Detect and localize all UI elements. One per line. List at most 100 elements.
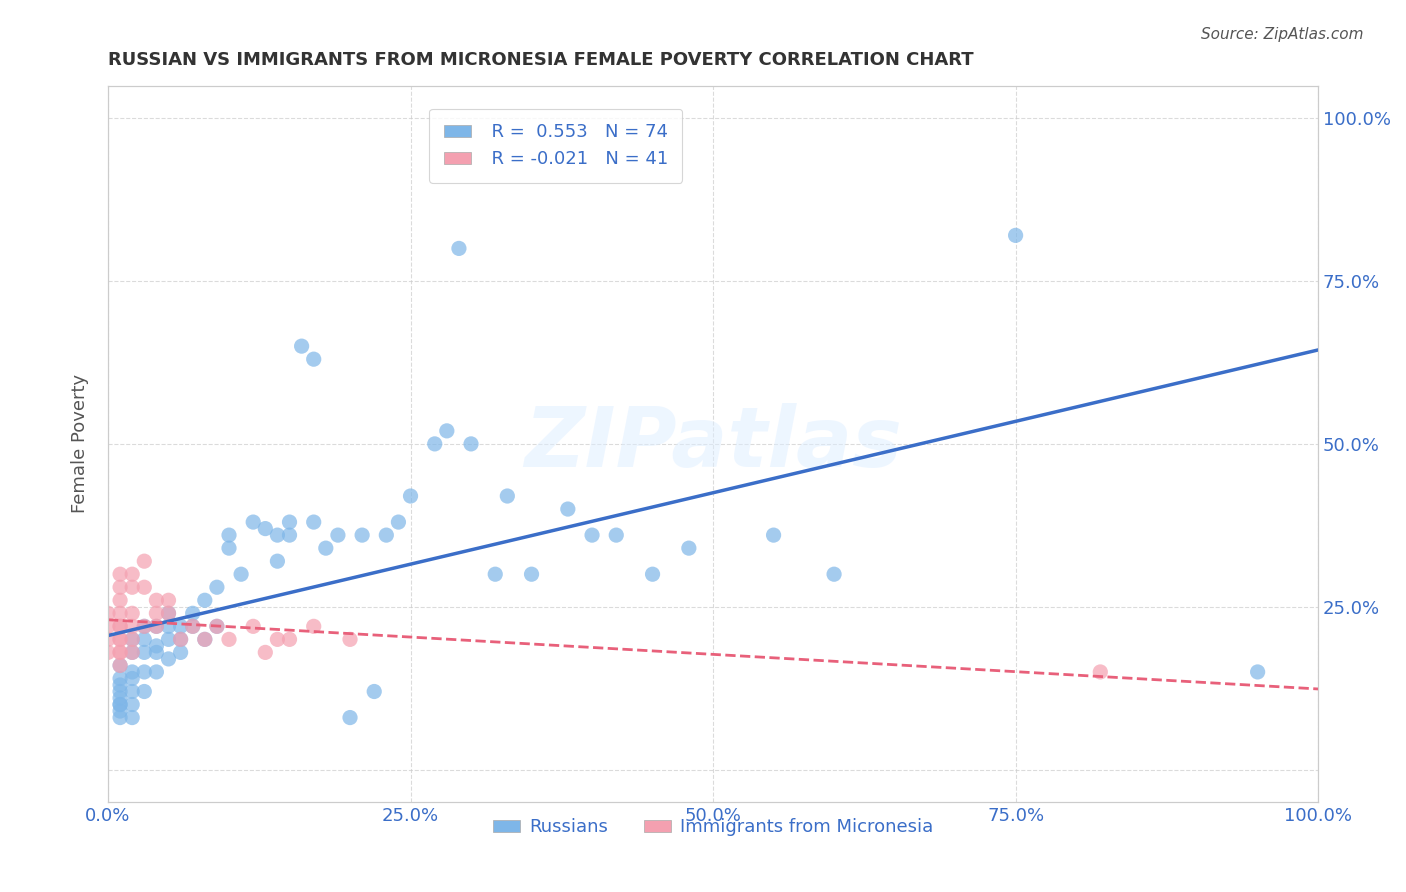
Russians (302, 352, 325, 367)
Russians (315, 541, 337, 556)
Russians (145, 639, 167, 653)
Russians (266, 528, 288, 542)
Russians (218, 528, 240, 542)
Immigrants from Micronesia (108, 658, 131, 673)
Russians (436, 424, 458, 438)
Immigrants from Micronesia (134, 554, 156, 568)
Immigrants from Micronesia (205, 619, 228, 633)
Russians (326, 528, 349, 542)
Russians (581, 528, 603, 542)
Russians (605, 528, 627, 542)
Immigrants from Micronesia (108, 632, 131, 647)
Russians (254, 522, 277, 536)
Russians (145, 645, 167, 659)
Russians (352, 528, 374, 542)
Immigrants from Micronesia (169, 632, 191, 647)
Russians (121, 672, 143, 686)
Immigrants from Micronesia (121, 607, 143, 621)
Immigrants from Micronesia (121, 645, 143, 659)
Russians (145, 619, 167, 633)
Legend: Russians, Immigrants from Micronesia: Russians, Immigrants from Micronesia (485, 811, 941, 844)
Russians (121, 710, 143, 724)
Immigrants from Micronesia (121, 580, 143, 594)
Immigrants from Micronesia (181, 619, 204, 633)
Russians (291, 339, 314, 353)
Immigrants from Micronesia (108, 619, 131, 633)
Immigrants from Micronesia (339, 632, 361, 647)
Russians (205, 619, 228, 633)
Russians (496, 489, 519, 503)
Russians (108, 698, 131, 712)
Russians (181, 607, 204, 621)
Russians (447, 241, 470, 255)
Immigrants from Micronesia (278, 632, 301, 647)
Immigrants from Micronesia (97, 632, 120, 647)
Russians (557, 502, 579, 516)
Immigrants from Micronesia (242, 619, 264, 633)
Russians (169, 632, 191, 647)
Russians (134, 632, 156, 647)
Russians (218, 541, 240, 556)
Russians (460, 437, 482, 451)
Immigrants from Micronesia (194, 632, 217, 647)
Russians (121, 645, 143, 659)
Immigrants from Micronesia (108, 593, 131, 607)
Russians (229, 567, 252, 582)
Immigrants from Micronesia (108, 580, 131, 594)
Russians (134, 619, 156, 633)
Russians (108, 684, 131, 698)
Immigrants from Micronesia (145, 593, 167, 607)
Immigrants from Micronesia (108, 632, 131, 647)
Immigrants from Micronesia (97, 645, 120, 659)
Russians (205, 580, 228, 594)
Immigrants from Micronesia (108, 619, 131, 633)
Russians (157, 632, 180, 647)
Immigrants from Micronesia (121, 632, 143, 647)
Immigrants from Micronesia (266, 632, 288, 647)
Russians (363, 684, 385, 698)
Russians (157, 619, 180, 633)
Russians (169, 645, 191, 659)
Russians (108, 710, 131, 724)
Russians (339, 710, 361, 724)
Russians (302, 515, 325, 529)
Immigrants from Micronesia (121, 567, 143, 582)
Russians (423, 437, 446, 451)
Russians (181, 619, 204, 633)
Russians (641, 567, 664, 582)
Text: RUSSIAN VS IMMIGRANTS FROM MICRONESIA FEMALE POVERTY CORRELATION CHART: RUSSIAN VS IMMIGRANTS FROM MICRONESIA FE… (108, 51, 973, 69)
Russians (108, 672, 131, 686)
Russians (278, 515, 301, 529)
Russians (484, 567, 506, 582)
Russians (121, 698, 143, 712)
Russians (108, 678, 131, 692)
Russians (823, 567, 845, 582)
Russians (108, 691, 131, 706)
Russians (134, 665, 156, 679)
Immigrants from Micronesia (145, 619, 167, 633)
Russians (169, 619, 191, 633)
Russians (121, 684, 143, 698)
Russians (1246, 665, 1268, 679)
Immigrants from Micronesia (97, 607, 120, 621)
Immigrants from Micronesia (108, 567, 131, 582)
Immigrants from Micronesia (108, 607, 131, 621)
Immigrants from Micronesia (218, 632, 240, 647)
Immigrants from Micronesia (121, 619, 143, 633)
Russians (134, 645, 156, 659)
Russians (762, 528, 785, 542)
Russians (157, 652, 180, 666)
Russians (387, 515, 409, 529)
Text: Source: ZipAtlas.com: Source: ZipAtlas.com (1201, 27, 1364, 42)
Russians (520, 567, 543, 582)
Immigrants from Micronesia (108, 645, 131, 659)
Immigrants from Micronesia (1090, 665, 1112, 679)
Immigrants from Micronesia (145, 607, 167, 621)
Immigrants from Micronesia (108, 645, 131, 659)
Russians (145, 665, 167, 679)
Russians (678, 541, 700, 556)
Russians (157, 607, 180, 621)
Russians (375, 528, 398, 542)
Russians (242, 515, 264, 529)
Russians (1004, 228, 1026, 243)
